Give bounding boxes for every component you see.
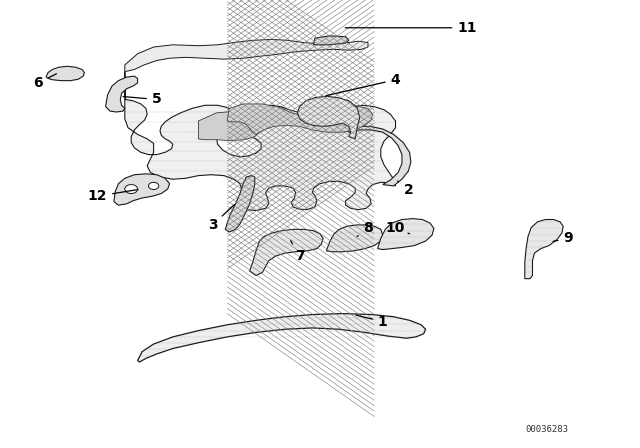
Polygon shape (326, 225, 383, 252)
Polygon shape (125, 39, 368, 72)
Polygon shape (125, 72, 396, 211)
Text: 5: 5 (123, 92, 162, 107)
Text: 12: 12 (88, 189, 138, 203)
Text: 9: 9 (553, 231, 573, 246)
Text: 8: 8 (357, 220, 373, 237)
Polygon shape (298, 96, 360, 139)
Circle shape (125, 185, 138, 194)
Polygon shape (225, 176, 255, 232)
Polygon shape (314, 36, 349, 45)
Polygon shape (198, 111, 261, 141)
Polygon shape (227, 104, 372, 134)
Text: 4: 4 (326, 73, 401, 96)
Polygon shape (525, 220, 563, 279)
Text: 3: 3 (207, 204, 235, 232)
Polygon shape (106, 76, 138, 112)
Polygon shape (250, 229, 323, 276)
Circle shape (148, 182, 159, 190)
Polygon shape (46, 66, 84, 81)
Text: 1: 1 (356, 314, 388, 329)
Text: 6: 6 (33, 74, 56, 90)
Polygon shape (378, 219, 434, 250)
Polygon shape (346, 126, 411, 186)
Text: 00036283: 00036283 (525, 425, 569, 434)
Polygon shape (138, 314, 426, 362)
Text: 10: 10 (386, 220, 410, 235)
Text: 11: 11 (345, 21, 477, 35)
Text: 2: 2 (397, 181, 413, 198)
Text: 7: 7 (291, 241, 305, 263)
Polygon shape (114, 174, 170, 205)
